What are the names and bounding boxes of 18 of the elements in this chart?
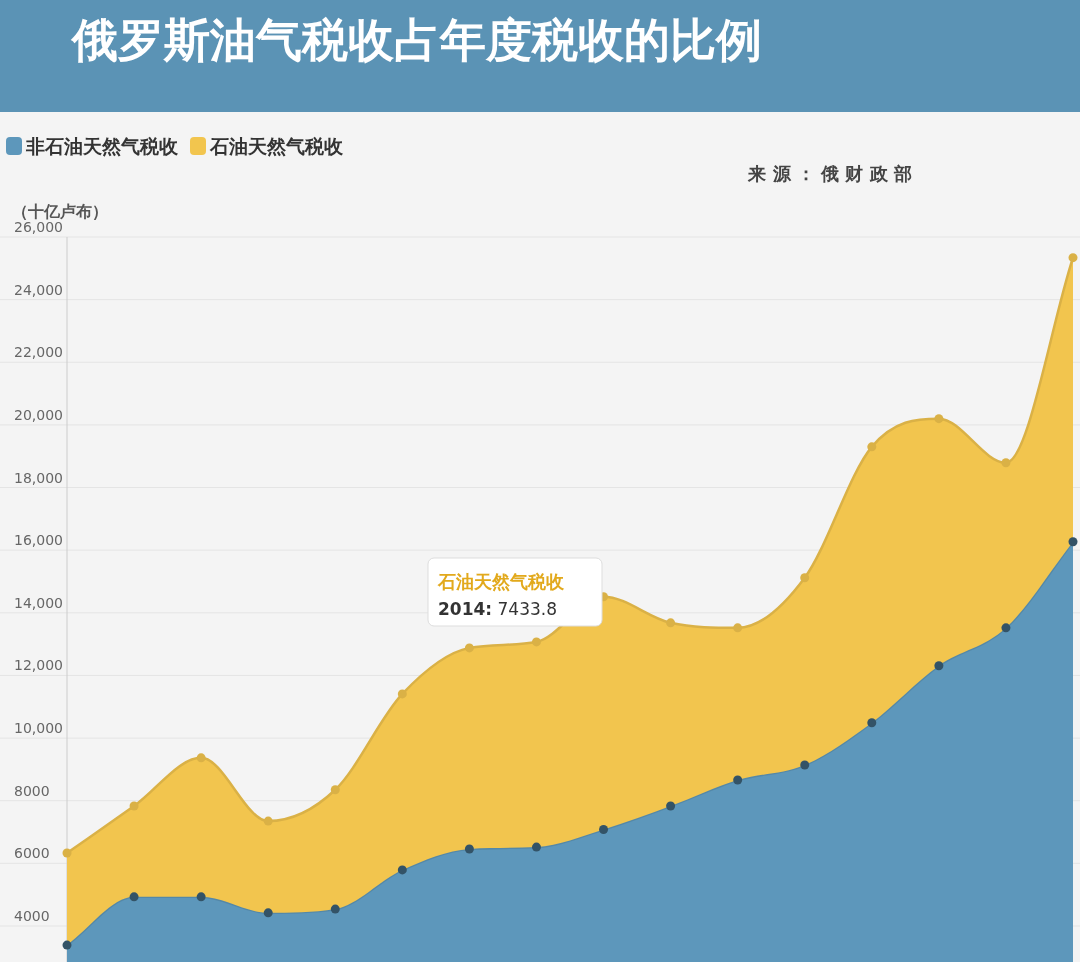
y-axis-title: （十亿卢布） bbox=[12, 202, 108, 221]
y-tick-label: 24,000 bbox=[14, 281, 63, 298]
y-tick-label: 22,000 bbox=[14, 344, 63, 361]
legend-label: 非石油天然气税收 bbox=[25, 135, 179, 157]
y-tick-label: 18,000 bbox=[14, 469, 63, 486]
text: 来 源 ： 俄 财 政 部 bbox=[747, 163, 912, 184]
legend-label: 石油天然气税收 bbox=[209, 135, 344, 157]
chart-title: 俄罗斯油气税收占年度税收的比例 bbox=[70, 13, 762, 67]
y-tick-label: 26,000 bbox=[14, 219, 63, 235]
y-tick-label: 6000 bbox=[14, 845, 50, 862]
annotation: 石油天然气税收 2014: 7433.8 bbox=[437, 571, 565, 619]
y-tick-label: 8000 bbox=[14, 782, 50, 799]
y-tick-label: 12,000 bbox=[14, 657, 63, 674]
y-tick-label: 14,000 bbox=[14, 594, 63, 611]
y-tick-label: 20,000 bbox=[14, 406, 63, 423]
y-tick-label: 4000 bbox=[14, 907, 50, 924]
y-tick-label: 10,000 bbox=[14, 720, 63, 737]
y-tick-label: 16,000 bbox=[14, 532, 63, 549]
